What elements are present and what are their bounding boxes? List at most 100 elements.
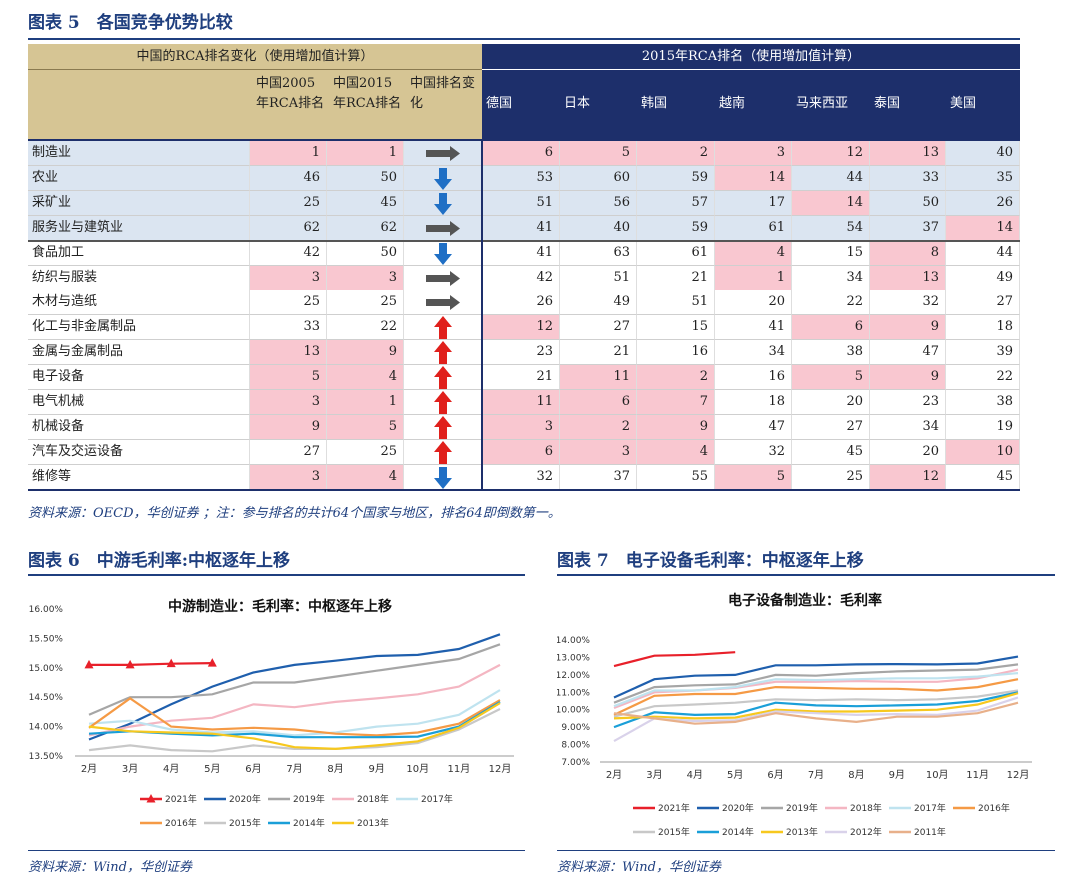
series-marker: [166, 658, 176, 668]
arrow-shape: [434, 242, 452, 265]
x-tick-label: 9月: [369, 763, 385, 775]
chart: 中游制造业：毛利率：中枢逐年上移 13.50% 14.00% 14.50% 15.00%…: [29, 598, 514, 829]
table-value: 23: [870, 390, 946, 415]
table-value: 38: [946, 390, 1020, 415]
table-value: 35: [946, 165, 1020, 191]
row-name: 制造业: [28, 141, 250, 166]
table-value: 33: [250, 315, 327, 341]
legend-label: 2018年: [357, 793, 389, 805]
table-value: 22: [792, 290, 870, 316]
table-value: 5: [327, 414, 404, 440]
table-value: 46: [250, 165, 327, 191]
table-value: 14: [792, 190, 870, 216]
series-line: [613, 689, 1019, 718]
change-arrow: [434, 366, 452, 390]
table-value: 27: [946, 290, 1020, 316]
change-cell: [404, 414, 482, 440]
table-value: 25: [250, 190, 327, 216]
table-value: 20: [870, 439, 946, 465]
series-line: [613, 692, 1019, 720]
change-cell: [404, 464, 482, 490]
table-value: 1: [250, 141, 327, 166]
arrow-shape: [434, 167, 452, 190]
table-value: 9: [870, 365, 946, 391]
table-value: 25: [792, 464, 870, 490]
table-value: 3: [560, 439, 637, 465]
table-value: 3: [327, 265, 404, 291]
y-tick-label: 9.00%: [561, 723, 590, 733]
table-value: 12: [792, 141, 870, 166]
table-value: 51: [482, 190, 560, 216]
table-value: 18: [715, 390, 792, 415]
table-value: 16: [715, 365, 792, 391]
legend-label: 2011年: [914, 826, 946, 838]
series-line: [613, 672, 1019, 708]
y-tick-label: 13.00%: [557, 653, 590, 663]
rule: [28, 574, 525, 576]
table-value: 17: [715, 190, 792, 216]
y-tick-label: 15.00%: [29, 664, 64, 674]
table-value: 23: [482, 340, 560, 366]
table-value: 40: [946, 141, 1020, 166]
series-line: [613, 701, 1019, 725]
table-value: 63: [560, 240, 637, 266]
table-value: 5: [715, 464, 792, 490]
table-value: 2: [637, 141, 715, 166]
x-tick-label: 8月: [848, 769, 864, 781]
change-cell: [404, 390, 482, 415]
x-tick-label: 11月: [448, 763, 471, 775]
group-header: 中国的RCA排名变化（使用增加值计算）: [28, 44, 482, 70]
table-value: 34: [715, 340, 792, 366]
legend-label: 2020年: [229, 793, 261, 805]
change-arrow: [434, 391, 452, 414]
legend-marker: [146, 794, 156, 803]
arrow-shape: [434, 391, 452, 414]
table-value: 38: [792, 340, 870, 366]
table: 中国的RCA排名变化（使用增加值计算） 2015年RCA排名（使用增加值计算） 中国…: [28, 44, 1020, 491]
legend-label: 2015年: [658, 826, 690, 838]
y-tick-label: 7.00%: [561, 758, 590, 768]
x-tick-label: 12月: [1007, 769, 1030, 781]
column-header: 中国2015年RCA排名: [327, 70, 404, 140]
series-marker: [207, 658, 217, 667]
y-tick-label: 10.00%: [557, 706, 590, 716]
table-value: 50: [327, 240, 404, 266]
table-value: 27: [560, 315, 637, 341]
table-value: 42: [250, 240, 327, 266]
chart: 电子设备制造业：毛利率 7.00% 8.00% 9.00% 10.00% 11.00% 12…: [557, 592, 1032, 838]
table-value: 62: [250, 215, 327, 241]
series-line: [613, 696, 1019, 743]
chart-title: 中游制造业：毛利率：中枢逐年上移: [168, 598, 392, 615]
table-value: 47: [715, 414, 792, 440]
legend-label: 2015年: [229, 817, 261, 829]
table-value: 15: [637, 315, 715, 341]
x-tick-label: 3月: [122, 763, 138, 775]
table-value: 21: [482, 365, 560, 391]
header-cell: [28, 70, 250, 140]
table-value: 11: [482, 390, 560, 415]
table-value: 4: [327, 464, 404, 490]
series-line: [88, 643, 501, 716]
column-separator: [481, 141, 483, 490]
series-line: [89, 662, 213, 666]
series-line: [88, 702, 501, 751]
rule: [557, 850, 1055, 851]
table-value: 6: [792, 315, 870, 341]
column-header: 马来西亚: [792, 70, 870, 140]
table-value: 45: [327, 190, 404, 216]
table-value: 9: [250, 414, 327, 440]
legend-label: 2021年: [658, 802, 690, 814]
series-marker: [125, 659, 135, 669]
row-name: 化工与非金属制品: [28, 315, 250, 341]
arrow-shape: [426, 295, 460, 311]
x-tick-label: 2月: [81, 763, 97, 775]
table-value: 16: [637, 340, 715, 366]
table-value: 50: [327, 165, 404, 191]
table-value: 1: [327, 390, 404, 415]
table-value: 32: [870, 290, 946, 316]
table-value: 51: [637, 290, 715, 316]
series-line: [88, 708, 501, 753]
y-tick-label: 8.00%: [561, 741, 590, 751]
table-value: 50: [870, 190, 946, 216]
